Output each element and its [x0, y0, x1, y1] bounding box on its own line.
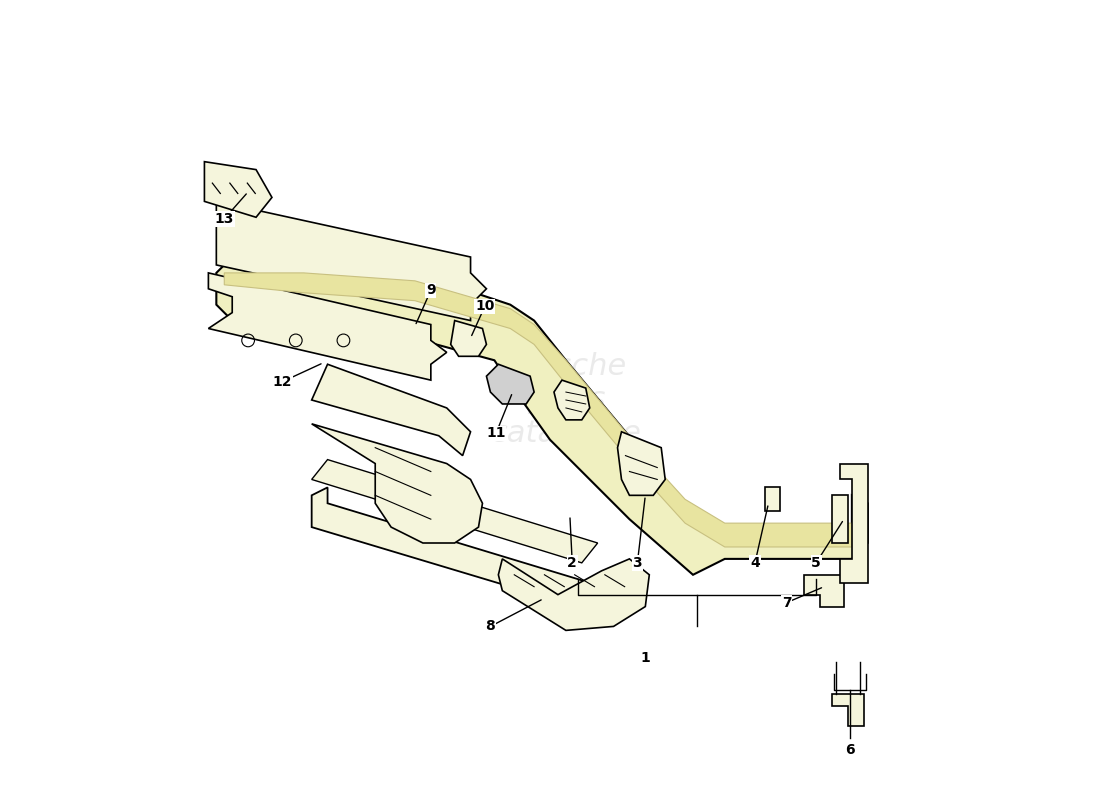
Polygon shape: [554, 380, 590, 420]
Polygon shape: [486, 364, 535, 404]
Text: 12: 12: [273, 374, 292, 389]
Polygon shape: [804, 574, 844, 606]
Polygon shape: [451, 321, 486, 356]
Text: 10: 10: [475, 299, 495, 314]
Polygon shape: [208, 273, 447, 380]
Text: 4: 4: [750, 556, 760, 570]
Polygon shape: [311, 487, 606, 610]
Text: 13: 13: [214, 212, 234, 226]
Text: 7: 7: [782, 595, 792, 610]
Polygon shape: [311, 364, 471, 456]
Text: 9: 9: [426, 283, 436, 298]
Text: porsche
parts
catalogue: porsche parts catalogue: [491, 352, 641, 448]
Text: 3: 3: [632, 556, 642, 570]
Text: 11: 11: [486, 426, 506, 440]
Text: 6: 6: [846, 742, 855, 757]
Polygon shape: [217, 202, 486, 321]
Polygon shape: [764, 487, 780, 511]
Polygon shape: [832, 694, 864, 726]
Polygon shape: [311, 424, 483, 543]
Text: 2: 2: [568, 556, 578, 570]
Text: 8: 8: [485, 619, 495, 634]
Polygon shape: [224, 273, 851, 547]
Text: 5: 5: [812, 556, 821, 570]
Polygon shape: [617, 432, 666, 495]
Polygon shape: [498, 559, 649, 630]
Polygon shape: [217, 257, 868, 574]
Polygon shape: [840, 463, 868, 582]
Text: 1: 1: [640, 651, 650, 665]
Polygon shape: [205, 162, 272, 218]
Polygon shape: [311, 459, 597, 563]
Polygon shape: [832, 495, 848, 543]
